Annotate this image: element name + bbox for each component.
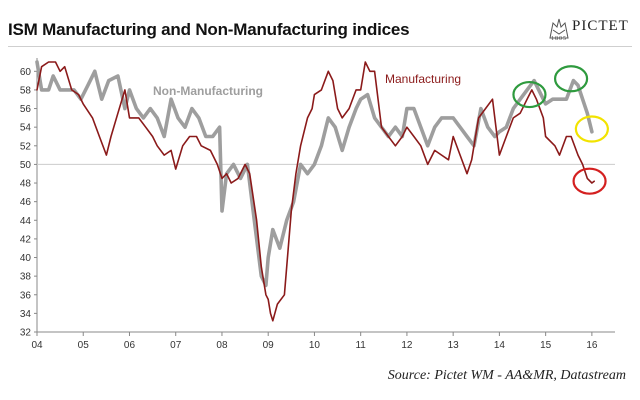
y-tick-label: 50 [20, 160, 32, 171]
y-tick-label: 42 [20, 234, 32, 245]
y-tick-label: 60 [20, 67, 32, 78]
x-tick-label: 05 [78, 340, 90, 351]
y-tick-label: 44 [20, 216, 32, 227]
series-label-manufacturing: Manufacturing [385, 72, 461, 86]
x-tick-label: 11 [355, 340, 366, 351]
x-tick-label: 10 [309, 340, 321, 351]
series-line-manufacturing [36, 61, 595, 322]
x-tick-label: 07 [170, 340, 182, 351]
x-tick-label: 13 [448, 340, 460, 351]
annotation-circle-red [572, 167, 607, 195]
y-tick-label: 32 [20, 328, 32, 339]
annotation-circle-green [553, 65, 589, 93]
axes-layer: 32 34 36 38 40 42 44 46 48 50 52 54 56 58 60 04 05 06 07 08… [20, 58, 615, 351]
annotation-circle-green [512, 80, 547, 109]
x-tick-label: 06 [124, 340, 136, 351]
chart-title: ISM Manufacturing and Non-Manufacturing … [8, 20, 410, 39]
y-tick-label: 58 [20, 85, 32, 96]
y-tick-label: 52 [20, 141, 32, 152]
y-tick-label: 34 [20, 309, 32, 320]
title-divider [8, 46, 632, 47]
annotation-layer [512, 65, 609, 195]
x-tick-label: 15 [540, 340, 552, 351]
source-note: Source: Pictet WM - AA&MR, Datastream [387, 368, 626, 383]
label-layer: Non-Manufacturing Manufacturing [153, 72, 461, 98]
x-tick-label: 04 [31, 340, 43, 351]
y-tick-label: 36 [20, 290, 32, 301]
x-tick-label: 14 [494, 340, 506, 351]
x-tick-label: 12 [401, 340, 413, 351]
pictet-emblem-icon [549, 18, 569, 39]
y-tick-label: 38 [20, 272, 32, 283]
series-layer [35, 60, 595, 322]
logo-wordmark: PICTET [572, 18, 629, 34]
y-tick-label: 48 [20, 179, 32, 190]
y-tick-label: 56 [20, 104, 32, 115]
y-tick-label: 46 [20, 197, 32, 208]
series-line-non-manufacturing [35, 60, 594, 288]
x-tick-label: 09 [263, 340, 275, 351]
y-tick-label: 54 [20, 123, 32, 134]
y-tick-label: 40 [20, 253, 32, 264]
annotation-circle-yellow [574, 115, 609, 143]
logo-year: 1805 [551, 36, 567, 42]
series-label-non-manufacturing: Non-Manufacturing [153, 84, 263, 98]
x-tick-label: 08 [216, 340, 228, 351]
x-tick-label: 16 [586, 340, 598, 351]
pictet-logo [546, 14, 636, 46]
